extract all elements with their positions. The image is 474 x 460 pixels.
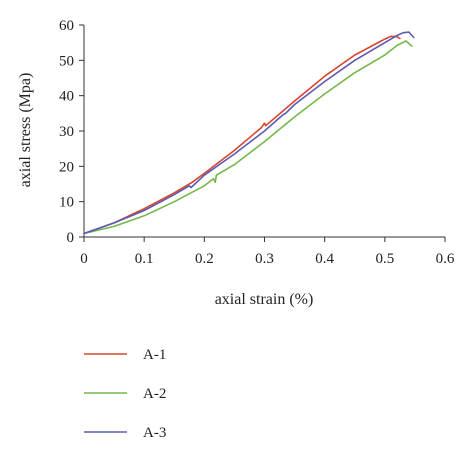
- x-axis-title: axial strain (%): [215, 291, 314, 308]
- x-tick-label: 0.3: [255, 251, 274, 267]
- x-tick-label: 0: [80, 251, 88, 267]
- x-tick-label: 0.2: [195, 251, 214, 267]
- x-tick-label: 0.5: [375, 251, 394, 267]
- legend-label: A-3: [143, 425, 166, 441]
- y-tick-label: 0: [67, 230, 75, 246]
- x-tick-label: 0.6: [436, 251, 455, 267]
- legend-label: A-2: [143, 386, 166, 402]
- y-tick-label: 60: [59, 18, 74, 34]
- series-line-a-3: [83, 31, 415, 235]
- legend-label: A-1: [143, 347, 166, 363]
- y-tick-label: 10: [59, 195, 74, 211]
- x-tick-label: 0.4: [315, 251, 334, 267]
- y-tick-label: 50: [59, 53, 74, 69]
- series-line-a-1: [83, 35, 401, 235]
- y-tick-label: 40: [59, 89, 74, 105]
- x-tick-label: 0.1: [135, 251, 154, 267]
- y-axis-title: axial stress (Mpa): [17, 73, 34, 188]
- series-line-a-2: [83, 40, 413, 235]
- y-tick-label: 30: [59, 124, 74, 140]
- y-tick-label: 20: [59, 159, 74, 175]
- series-lines: [83, 31, 415, 235]
- axes: 0 0.1 0.2 0.3 0.4 0.5 0.6 0 10 20 30 40 50 60: [59, 18, 455, 267]
- legend: A-1 A-2 A-3: [84, 347, 166, 441]
